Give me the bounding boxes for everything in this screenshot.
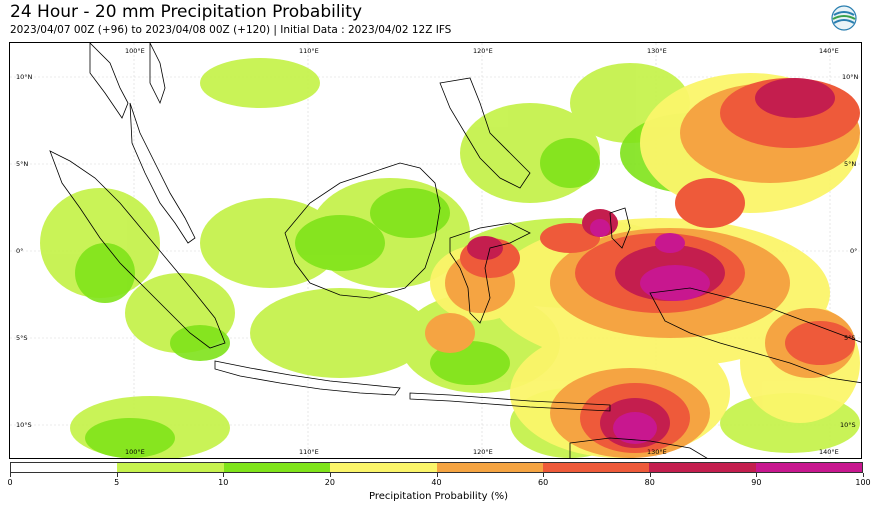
lon-label-bottom: 110°E bbox=[299, 448, 319, 456]
colorbar-bin bbox=[436, 463, 543, 472]
colorbar-tick-mark bbox=[436, 473, 438, 477]
lat-label-right: 5°S bbox=[844, 334, 856, 342]
lat-label-right: 0° bbox=[850, 247, 858, 255]
lon-label-bottom: 140°E bbox=[819, 448, 839, 456]
lat-label-left: 0° bbox=[16, 247, 24, 255]
lon-label-top: 130°E bbox=[647, 47, 667, 55]
lat-label-left: 10°N bbox=[16, 73, 33, 81]
colorbar-tick-label: 80 bbox=[644, 478, 655, 487]
colorbar-tick-label: 20 bbox=[324, 478, 335, 487]
chart-title: 24 Hour - 20 mm Precipitation Probabilit… bbox=[10, 2, 363, 22]
colorbar-tick-mark bbox=[756, 473, 758, 477]
colorbar-tick-mark bbox=[116, 473, 118, 477]
colorbar-bin bbox=[649, 463, 756, 472]
coastlines bbox=[49, 43, 861, 458]
colorbar-tick-mark bbox=[329, 473, 331, 477]
bmkg-logo-icon bbox=[828, 4, 860, 40]
colorbar-tick-label: 100 bbox=[855, 478, 871, 487]
colorbar-tick-label: 10 bbox=[218, 478, 229, 487]
lon-label-bottom: 100°E bbox=[125, 448, 145, 456]
lat-label-left: 10°S bbox=[16, 421, 32, 429]
colorbar-tick-label: 0 bbox=[7, 478, 13, 487]
colorbar-tick-label: 5 bbox=[114, 478, 120, 487]
lat-label-left: 5°N bbox=[16, 160, 29, 168]
colorbar-bin bbox=[223, 463, 331, 472]
lat-label-right: 10°N bbox=[842, 73, 859, 81]
colorbar-tick-label: 60 bbox=[538, 478, 549, 487]
lon-label-bottom: 130°E bbox=[647, 448, 667, 456]
colorbar-tick-mark bbox=[863, 473, 864, 477]
colorbar-bin bbox=[117, 463, 224, 472]
colorbar bbox=[10, 462, 863, 473]
lat-label-right: 10°S bbox=[840, 421, 856, 429]
colorbar-bin bbox=[11, 463, 118, 472]
colorbar-tick-mark bbox=[649, 473, 651, 477]
colorbar-tick-mark bbox=[10, 473, 11, 477]
lat-label-right: 5°N bbox=[844, 160, 857, 168]
chart-subtitle: 2023/04/07 00Z (+96) to 2023/04/08 00Z (… bbox=[10, 24, 452, 36]
colorbar-bin bbox=[330, 463, 437, 472]
precipitation-map: 100°E 110°E 120°E 130°E 140°E 100°E 110°… bbox=[9, 42, 862, 459]
colorbar-bin bbox=[542, 463, 650, 472]
colorbar-tick-label: 40 bbox=[431, 478, 442, 487]
colorbar-bin bbox=[755, 463, 862, 472]
lon-label-top: 140°E bbox=[819, 47, 839, 55]
colorbar-tick-label: 90 bbox=[751, 478, 762, 487]
colorbar-tick-mark bbox=[223, 473, 225, 477]
colorbar-tick-mark bbox=[543, 473, 545, 477]
lon-label-top: 120°E bbox=[473, 47, 493, 55]
lon-label-top: 110°E bbox=[299, 47, 319, 55]
lat-label-left: 5°S bbox=[16, 334, 28, 342]
lon-label-top: 100°E bbox=[125, 47, 145, 55]
lon-label-bottom: 120°E bbox=[473, 448, 493, 456]
colorbar-label: Precipitation Probability (%) bbox=[368, 491, 509, 502]
